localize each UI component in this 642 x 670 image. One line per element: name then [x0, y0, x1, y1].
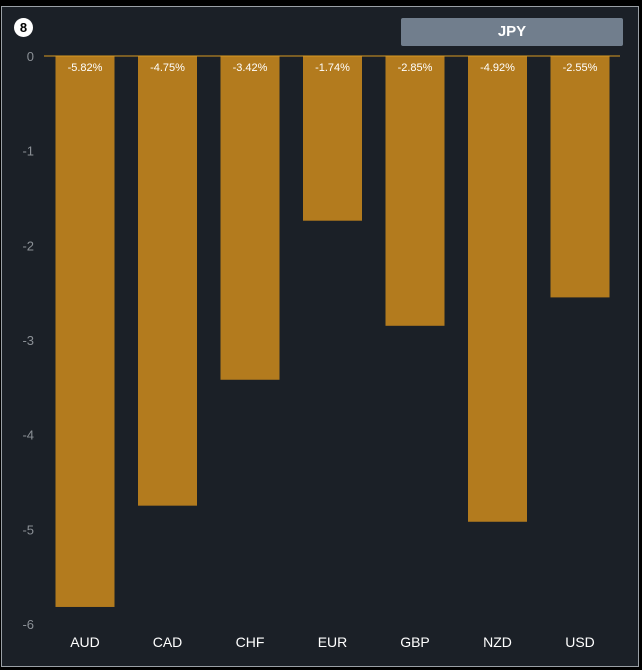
- bars-group: -5.82% -4.75% -3.42% -1.74% -2.85% -4.92% -2.5…: [44, 55, 620, 607]
- x-category-label: EUR: [318, 634, 348, 650]
- x-category-label: NZD: [483, 634, 512, 650]
- data-label: -5.82%: [68, 62, 103, 74]
- data-label: -4.92%: [480, 62, 515, 74]
- data-label: -4.75%: [150, 62, 185, 74]
- y-tick-label: -6: [22, 617, 34, 632]
- data-label: -1.74%: [315, 62, 350, 74]
- bar-usd: [550, 56, 610, 298]
- top-strip: [0, 0, 642, 6]
- data-label: -3.42%: [233, 62, 268, 74]
- y-tick-label: -4: [22, 428, 34, 443]
- bar-eur: [303, 56, 362, 221]
- data-label: -2.55%: [563, 62, 598, 74]
- y-axis: 0 -1 -2 -3 -4 -5 -6: [22, 49, 34, 632]
- x-category-label: CAD: [153, 634, 183, 650]
- y-tick-label: -2: [22, 238, 34, 253]
- currency-selector-button[interactable]: JPY: [401, 18, 623, 46]
- bar-aud: [55, 56, 115, 607]
- x-category-label: GBP: [400, 634, 430, 650]
- x-category-label: CHF: [236, 634, 265, 650]
- y-tick-label: 0: [27, 49, 34, 64]
- y-tick-label: -3: [22, 333, 34, 348]
- data-label: -2.85%: [398, 62, 433, 74]
- x-category-label: USD: [565, 634, 595, 650]
- chart-number-badge: 8: [14, 18, 33, 37]
- bar-nzd: [468, 56, 527, 522]
- x-axis: AUD CAD CHF EUR GBP NZD USD: [70, 634, 595, 650]
- bar-gbp: [385, 56, 445, 326]
- bar-cad: [138, 56, 197, 506]
- bar-chf: [220, 56, 280, 380]
- x-category-label: AUD: [70, 634, 100, 650]
- y-tick-label: -5: [22, 522, 34, 537]
- y-tick-label: -1: [22, 144, 34, 159]
